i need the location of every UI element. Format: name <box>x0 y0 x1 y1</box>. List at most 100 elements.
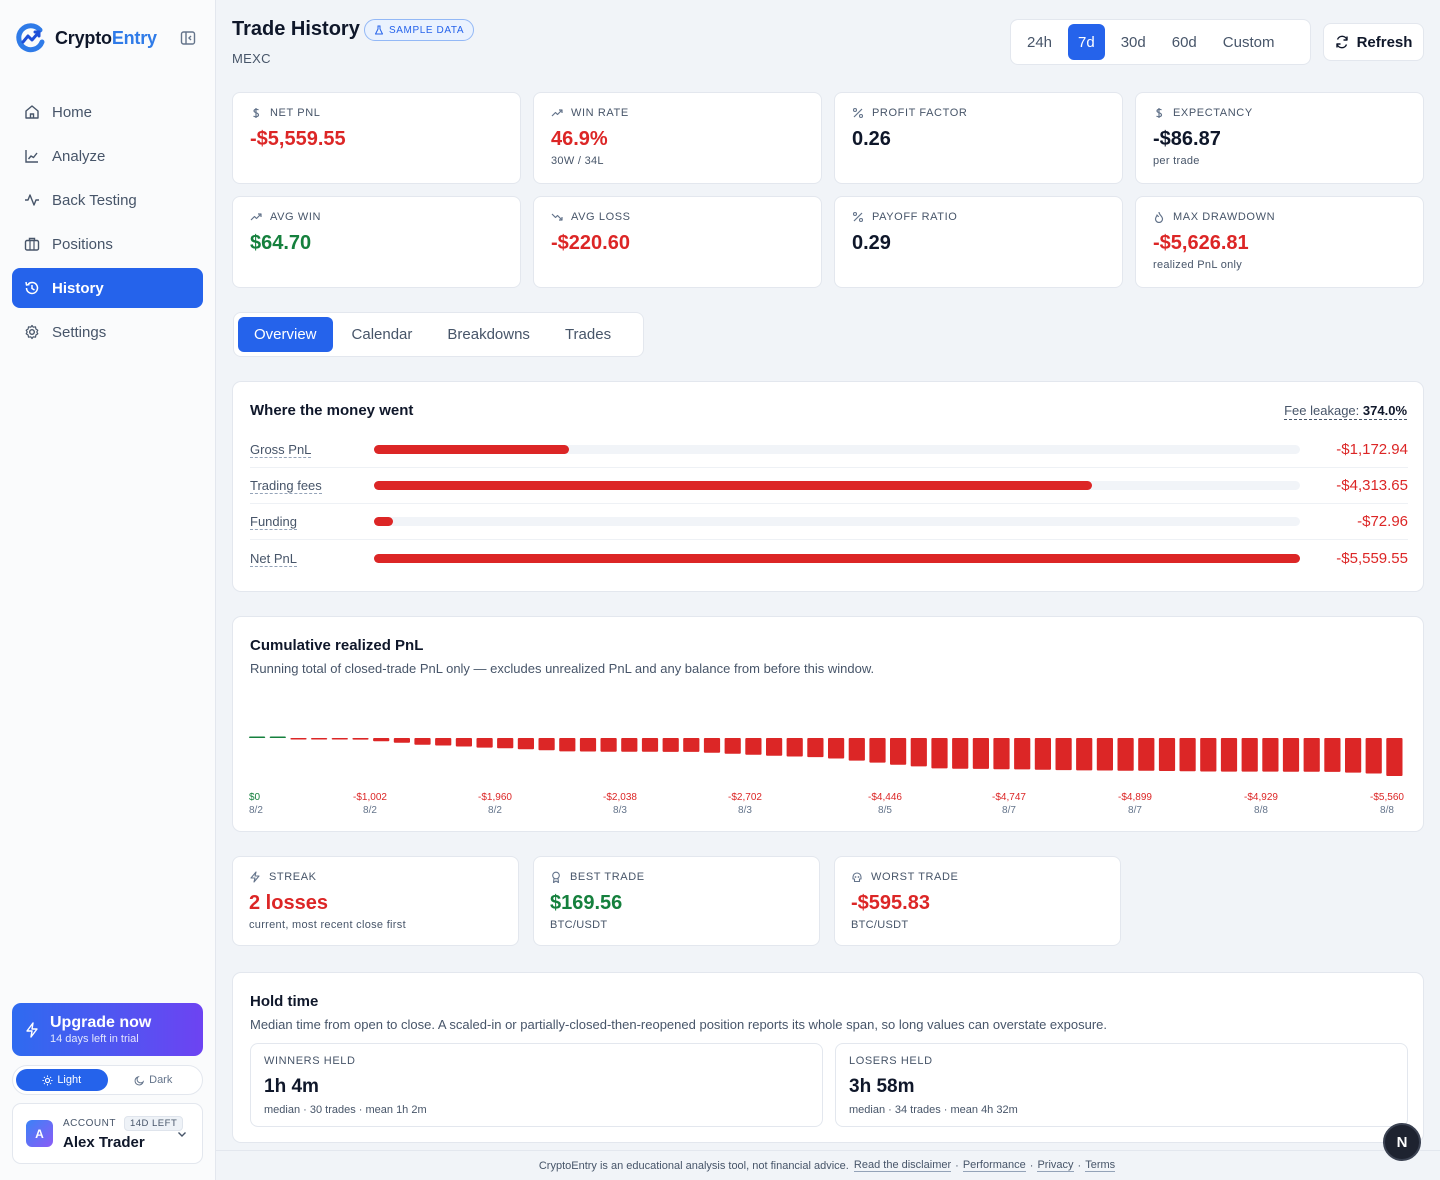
chart-bar[interactable] <box>1158 738 1176 771</box>
money-row-label[interactable]: Funding <box>250 514 297 530</box>
sidebar-item-back-testing[interactable]: Back Testing <box>12 180 203 220</box>
chart-bar[interactable] <box>1241 738 1258 772</box>
money-row-net-pnl: Net PnL -$5,559.55 <box>250 540 1408 576</box>
tab-calendar[interactable]: Calendar <box>351 326 413 343</box>
chart-bar[interactable] <box>352 738 369 740</box>
chart-bar[interactable] <box>745 738 762 755</box>
chart-bar[interactable] <box>517 738 534 750</box>
chart-bar[interactable] <box>786 738 803 757</box>
chart-bar[interactable] <box>1096 738 1113 771</box>
range-7d[interactable]: 7d <box>1068 24 1105 60</box>
account-menu[interactable]: A ACCOUNT 14D LEFT Alex Trader <box>12 1103 203 1164</box>
chart-bar[interactable] <box>249 736 266 739</box>
money-row-label[interactable]: Trading fees <box>250 478 322 494</box>
chart-bar[interactable] <box>559 738 576 752</box>
chart-bar[interactable] <box>1117 738 1134 771</box>
theme-dark-button[interactable]: Dark <box>108 1069 200 1091</box>
chart-bar[interactable] <box>828 738 845 759</box>
chart-bar[interactable] <box>766 738 783 756</box>
chart-bar[interactable] <box>683 738 700 752</box>
chart-bar[interactable] <box>1200 738 1217 772</box>
percent-icon <box>852 211 864 223</box>
stat-value: 2 losses <box>249 892 328 914</box>
sidebar-item-settings[interactable]: Settings <box>12 312 203 352</box>
chart-bar[interactable] <box>621 738 638 752</box>
range-24h[interactable]: 24h <box>1027 33 1053 51</box>
chart-bar[interactable] <box>1220 738 1238 772</box>
chart-bar[interactable] <box>600 738 617 752</box>
money-row-track <box>374 517 1300 526</box>
tab-trades[interactable]: Trades <box>564 326 612 343</box>
footer-link-terms[interactable]: Terms <box>1085 1159 1116 1172</box>
chart-bar[interactable] <box>290 738 307 740</box>
chart-bar[interactable] <box>931 738 948 769</box>
money-row-label[interactable]: Gross PnL <box>250 442 312 458</box>
footer-link-disclaimer[interactable]: Read the disclaimer <box>853 1159 952 1172</box>
footer-link-performance[interactable]: Performance <box>962 1159 1026 1172</box>
chart-bar[interactable] <box>1034 738 1051 770</box>
chart-bar[interactable] <box>579 738 597 752</box>
sidebar-item-analyze[interactable]: Analyze <box>12 136 203 176</box>
chart-bar[interactable] <box>1138 738 1155 771</box>
tab-breakdowns[interactable]: Breakdowns <box>447 326 530 343</box>
chart-value-label: -$4,899 <box>1118 792 1152 803</box>
chart-value-label: -$2,702 <box>728 792 762 803</box>
chart-bar[interactable] <box>641 738 659 752</box>
upgrade-button[interactable]: Upgrade now 14 days left in trial <box>12 1003 203 1056</box>
refresh-button[interactable]: Refresh <box>1323 23 1424 61</box>
chart-bar[interactable] <box>1386 738 1403 776</box>
chart-bar[interactable] <box>848 738 865 761</box>
logo[interactable]: CryptoEntry <box>14 22 204 54</box>
chart-bar[interactable] <box>1179 738 1196 772</box>
tab-overview[interactable]: Overview <box>238 317 333 352</box>
footer-link-privacy[interactable]: Privacy <box>1037 1159 1074 1172</box>
chart-bar[interactable] <box>269 736 286 739</box>
money-row-gross-pnl: Gross PnL -$1,172.94 <box>250 432 1408 468</box>
stat-card-net-pnl: NET PNL -$5,559.55 <box>232 92 521 184</box>
chart-bar[interactable] <box>414 738 431 745</box>
chart-bar[interactable] <box>393 738 410 743</box>
chart-bar[interactable] <box>1076 738 1093 771</box>
fee-leakage-indicator[interactable]: Fee leakage: 374.0% <box>1284 403 1407 420</box>
chart-bar[interactable] <box>1262 738 1279 772</box>
range-custom[interactable]: Custom <box>1222 33 1275 51</box>
chart-bar[interactable] <box>455 738 472 747</box>
range-30d[interactable]: 30d <box>1120 33 1146 51</box>
stat-value: 0.26 <box>852 128 891 150</box>
chart-bar[interactable] <box>1055 738 1072 771</box>
chart-bar[interactable] <box>435 738 452 746</box>
chart-bar[interactable] <box>497 738 514 749</box>
chart-bar[interactable] <box>993 738 1010 770</box>
sidebar-item-positions[interactable]: Positions <box>12 224 203 264</box>
chart-bar[interactable] <box>952 738 969 769</box>
chart-bar[interactable] <box>662 738 679 752</box>
chart-bar[interactable] <box>724 738 741 754</box>
chart-bar[interactable] <box>890 738 907 765</box>
chart-bar[interactable] <box>1014 738 1031 770</box>
dev-tools-button[interactable]: N <box>1383 1123 1421 1161</box>
chart-bar[interactable] <box>311 738 328 740</box>
chart-bar[interactable] <box>1365 738 1382 774</box>
stat-sub: realized PnL only <box>1153 259 1243 271</box>
chart-bar[interactable] <box>538 738 555 751</box>
sidebar-item-home[interactable]: Home <box>12 92 203 132</box>
chart-bar[interactable] <box>1303 738 1320 772</box>
chart-bar[interactable] <box>1345 738 1362 773</box>
sidebar-item-history[interactable]: History <box>12 268 203 308</box>
chart-bar[interactable] <box>972 738 989 769</box>
award-icon <box>552 871 560 883</box>
chart-bar[interactable] <box>807 738 824 758</box>
chart-bar[interactable] <box>1324 738 1341 772</box>
money-row-label[interactable]: Net PnL <box>250 550 297 567</box>
chart-bar[interactable] <box>331 738 348 740</box>
chart-bar[interactable] <box>373 738 390 742</box>
chart-bar[interactable] <box>1282 738 1300 772</box>
chart-bar[interactable] <box>869 738 886 763</box>
view-tabs: Overview Calendar Breakdowns Trades <box>233 312 644 357</box>
chart-bar[interactable] <box>476 738 493 748</box>
theme-light-button[interactable]: Light <box>16 1069 108 1091</box>
chart-bar[interactable] <box>910 738 927 767</box>
sidebar-collapse-icon[interactable] <box>180 30 196 46</box>
chart-bar[interactable] <box>703 738 721 753</box>
range-60d[interactable]: 60d <box>1171 33 1197 51</box>
